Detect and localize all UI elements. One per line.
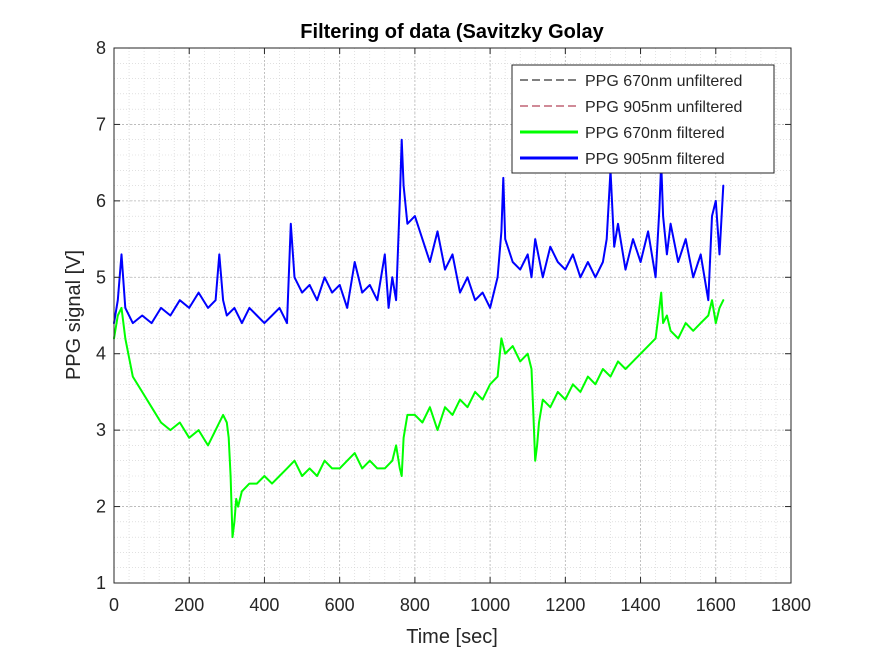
x-tick-label: 1600: [696, 595, 736, 615]
y-tick-label: 8: [96, 38, 106, 58]
y-tick-label: 5: [96, 267, 106, 287]
y-axis-label: PPG signal [V]: [63, 250, 85, 380]
x-tick-label: 1400: [621, 595, 661, 615]
y-tick-label: 1: [96, 573, 106, 593]
x-tick-label: 200: [174, 595, 204, 615]
chart-title: Filtering of data (Savitzky Golay: [300, 21, 604, 43]
legend-label-905-unfiltered: PPG 905nm unfiltered: [585, 99, 742, 116]
axis-tick-labels: 0 200 400 600 800 1000 1200 1400 1600 1800 1 2 3 4 5 6 7…: [96, 38, 811, 615]
y-tick-label: 3: [96, 420, 106, 440]
x-tick-label: 0: [109, 595, 119, 615]
series-line-2: [113, 291, 725, 539]
legend-label-905-filtered: PPG 905nm filtered: [585, 151, 725, 168]
axis-ticks: [113, 47, 792, 584]
y-tick-label: 7: [96, 114, 106, 134]
legend-box: [511, 64, 775, 174]
legend-label-670-unfiltered: PPG 670nm unfiltered: [585, 73, 742, 90]
legend-label-670-filtered: PPG 670nm filtered: [585, 125, 725, 142]
x-tick-label: 1000: [470, 595, 510, 615]
x-tick-label: 1200: [545, 595, 585, 615]
x-tick-label: 600: [325, 595, 355, 615]
x-tick-label: 800: [400, 595, 430, 615]
y-tick-label: 2: [96, 497, 106, 517]
series-layer: [113, 138, 725, 539]
x-tick-label: 400: [249, 595, 279, 615]
legend: PPG 670nm unfiltered PPG 905nm unfiltere…: [511, 64, 775, 174]
axes-box: [113, 47, 792, 584]
y-tick-label: 6: [96, 191, 106, 211]
x-tick-label: 1800: [771, 595, 811, 615]
series-line-3: [113, 138, 725, 325]
y-tick-label: 4: [96, 344, 106, 364]
x-axis-label: Time [sec]: [406, 626, 498, 648]
